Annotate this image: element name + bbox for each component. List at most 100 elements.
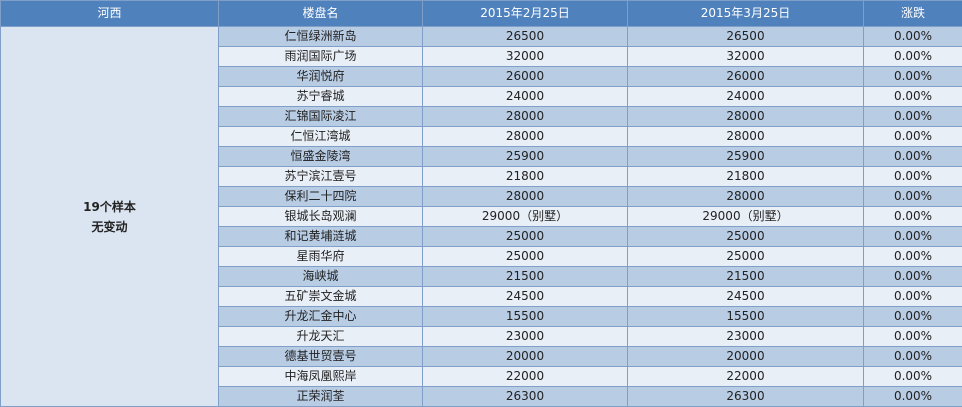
header-cell: 涨跌 — [863, 0, 962, 27]
table-cell: 20000 — [422, 346, 628, 367]
table-cell: 汇锦国际凌江 — [218, 106, 423, 127]
table-cell: 26300 — [422, 386, 628, 407]
table-row: 银城长岛观澜 29000（别墅） 29000（别墅） 0.00% — [1, 206, 962, 227]
table-cell: 26500 — [627, 26, 864, 47]
table-row: 雨润国际广场 32000 32000 0.00% — [1, 46, 962, 67]
table-cell: 26500 — [422, 26, 628, 47]
table-row: 升龙天汇 23000 23000 0.00% — [1, 326, 962, 347]
table-cell: 21800 — [627, 166, 864, 187]
table-cell: 仁恒江湾城 — [218, 126, 423, 147]
table-cell: 德基世贸壹号 — [218, 346, 423, 367]
table-row: 和记黄埔涟城 25000 25000 0.00% — [1, 226, 962, 247]
header-cell: 楼盘名 — [218, 0, 423, 27]
table-cell: 26000 — [422, 66, 628, 87]
header-cell: 河西 — [0, 0, 219, 27]
table-cell: 0.00% — [863, 46, 962, 67]
table-cell: 雨润国际广场 — [218, 46, 423, 67]
table-row: 正荣润荃 26300 26300 0.00% — [1, 386, 962, 407]
group-label: 19个样本 — [83, 199, 136, 214]
table-cell: 28000 — [627, 186, 864, 207]
table-cell: 23000 — [627, 326, 864, 347]
table-cell: 26300 — [627, 386, 864, 407]
table-cell: 26000 — [627, 66, 864, 87]
table-body: 19个样本 无变动 仁恒绿洲新岛 26500 26500 0.00% 雨润国际广场 32000… — [0, 26, 962, 407]
table-cell: 21800 — [422, 166, 628, 187]
table-cell: 0.00% — [863, 66, 962, 87]
table-cell: 0.00% — [863, 366, 962, 387]
table-cell: 28000 — [422, 106, 628, 127]
table-cell: 0.00% — [863, 266, 962, 287]
table-cell: 28000 — [422, 126, 628, 147]
header-cell: 2015年2月25日 — [422, 0, 628, 27]
table-cell: 0.00% — [863, 206, 962, 227]
table-cell: 0.00% — [863, 26, 962, 47]
table-row: 苏宁滨江壹号 21800 21800 0.00% — [1, 166, 962, 187]
table-cell: 恒盛金陵湾 — [218, 146, 423, 167]
table-row: 中海凤凰熙岸 22000 22000 0.00% — [1, 366, 962, 387]
table-cell: 22000 — [627, 366, 864, 387]
table-row: 保利二十四院 28000 28000 0.00% — [1, 186, 962, 207]
table-cell: 20000 — [627, 346, 864, 367]
table-cell: 23000 — [422, 326, 628, 347]
group-label: 无变动 — [91, 219, 128, 234]
table-cell: 32000 — [627, 46, 864, 67]
table-cell: 0.00% — [863, 146, 962, 167]
table-cell: 22000 — [422, 366, 628, 387]
table-cell: 仁恒绿洲新岛 — [218, 26, 423, 47]
table-cell: 25000 — [422, 246, 628, 267]
table-cell: 0.00% — [863, 246, 962, 267]
table-cell: 五矿崇文金城 — [218, 286, 423, 307]
table-cell: 华润悦府 — [218, 66, 423, 87]
table-cell: 0.00% — [863, 326, 962, 347]
table-row: 汇锦国际凌江 28000 28000 0.00% — [1, 106, 962, 127]
header-cell: 2015年3月25日 — [627, 0, 864, 27]
table-cell: 0.00% — [863, 346, 962, 367]
table-cell: 0.00% — [863, 226, 962, 247]
table-cell: 21500 — [627, 266, 864, 287]
table-cell: 15500 — [422, 306, 628, 327]
header-row: 河西 楼盘名 2015年2月25日 2015年3月25日 涨跌 — [0, 0, 962, 27]
table-cell: 24000 — [422, 86, 628, 107]
table-cell: 0.00% — [863, 186, 962, 207]
group-cell: 19个样本无变动 — [0, 26, 219, 407]
table-cell: 0.00% — [863, 106, 962, 127]
table-cell: 中海凤凰熙岸 — [218, 366, 423, 387]
table-cell: 15500 — [627, 306, 864, 327]
table-cell: 29000（别墅） — [627, 206, 864, 227]
table-cell: 32000 — [422, 46, 628, 67]
table-row: 星雨华府 25000 25000 0.00% — [1, 246, 962, 267]
table-row: 仁恒江湾城 28000 28000 0.00% — [1, 126, 962, 147]
table-cell: 25000 — [422, 226, 628, 247]
table-row: 恒盛金陵湾 25900 25900 0.00% — [1, 146, 962, 167]
table-cell: 银城长岛观澜 — [218, 206, 423, 227]
table-cell: 升龙汇金中心 — [218, 306, 423, 327]
table-cell: 24500 — [627, 286, 864, 307]
table-cell: 0.00% — [863, 386, 962, 407]
table-cell: 0.00% — [863, 166, 962, 187]
table-row: 19个样本 无变动 仁恒绿洲新岛 26500 26500 0.00% — [0, 26, 962, 407]
table-cell: 升龙天汇 — [218, 326, 423, 347]
table-cell: 0.00% — [863, 86, 962, 107]
table-cell: 25900 — [627, 146, 864, 167]
table-cell: 24000 — [627, 86, 864, 107]
table-cell: 0.00% — [863, 286, 962, 307]
table-cell: 正荣润荃 — [218, 386, 423, 407]
table-cell: 苏宁滨江壹号 — [218, 166, 423, 187]
table-cell: 25000 — [627, 246, 864, 267]
table-cell: 0.00% — [863, 306, 962, 327]
table-cell: 25000 — [627, 226, 864, 247]
table-cell: 28000 — [627, 106, 864, 127]
table-cell: 29000（别墅） — [422, 206, 628, 227]
table-cell: 海峡城 — [218, 266, 423, 287]
table-cell: 28000 — [627, 126, 864, 147]
table-cell: 0.00% — [863, 126, 962, 147]
table-cell: 星雨华府 — [218, 246, 423, 267]
table-cell: 28000 — [422, 186, 628, 207]
table-cell: 苏宁睿城 — [218, 86, 423, 107]
table-cell: 24500 — [422, 286, 628, 307]
table-row: 升龙汇金中心 15500 15500 0.00% — [1, 306, 962, 327]
table-cell: 保利二十四院 — [218, 186, 423, 207]
table-row: 五矿崇文金城 24500 24500 0.00% — [1, 286, 962, 307]
table-row: 苏宁睿城 24000 24000 0.00% — [1, 86, 962, 107]
